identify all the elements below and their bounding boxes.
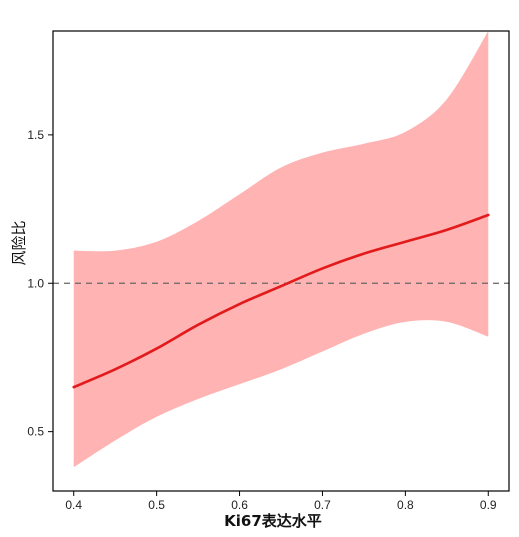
x-tick-label: 0.6 [231,498,248,512]
confidence-band-layer [73,31,489,468]
x-tick-label: 0.8 [397,498,414,512]
y-tick-label: 1.0 [27,276,44,290]
y-axis-label: 风险比 [10,220,28,265]
x-tick-label: 0.7 [314,498,331,512]
x-tick-label: 0.9 [480,498,497,512]
x-axis-label: Ki67表达水平 [224,512,322,530]
series-line-layer [72,213,490,389]
x-axis-ticks: 0.4 0.5 0.6 0.7 0.8 0.9 [65,491,497,512]
x-tick-label: 0.4 [65,498,82,512]
y-tick-label: 0.5 [27,425,44,439]
y-tick-label: 1.5 [27,128,44,142]
hazard-ratio-line [72,213,490,389]
confidence-band [73,31,489,468]
y-axis-ticks: 0.5 1.0 1.5 [27,128,53,439]
x-tick-label: 0.5 [148,498,165,512]
plot-frame [52,30,510,492]
